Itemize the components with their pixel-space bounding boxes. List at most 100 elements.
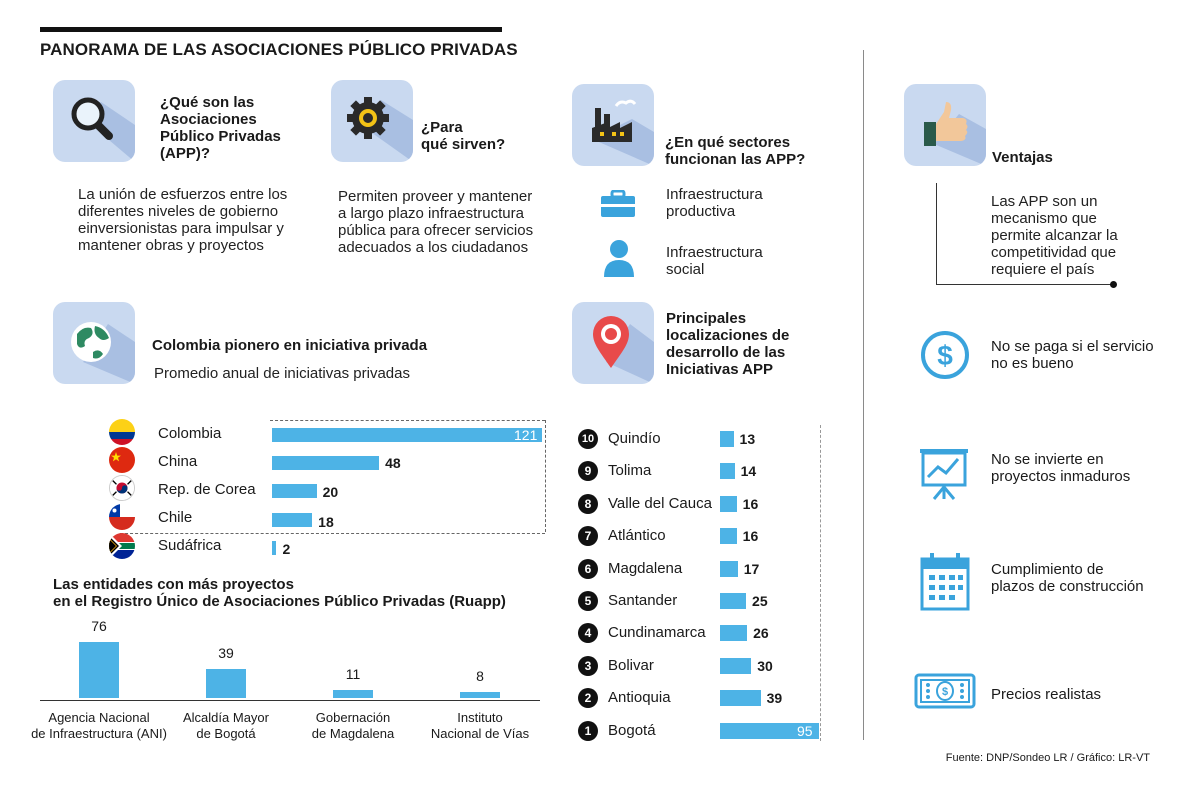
country-bar xyxy=(272,428,542,442)
country-label: China xyxy=(158,453,198,470)
ventaja-item-3: Cumplimiento de plazos de construcción xyxy=(991,561,1144,595)
entity-value: 76 xyxy=(91,618,107,634)
presentation-chart-icon xyxy=(918,445,970,506)
globe-icon xyxy=(53,302,135,384)
region-value: 26 xyxy=(753,625,769,642)
country-label: Rep. de Corea xyxy=(158,481,256,498)
country-value: 18 xyxy=(318,514,334,530)
countries-bottom-dashed-line xyxy=(120,533,545,534)
country-bar xyxy=(272,456,380,470)
rank-badge: 5 xyxy=(578,591,598,611)
entity-label: Gobernación de Magdalena xyxy=(311,710,395,741)
rank-badge: 6 xyxy=(578,558,598,579)
entities-baseline xyxy=(40,700,540,701)
region-value: 25 xyxy=(752,593,768,609)
country-bar xyxy=(272,484,317,498)
region-label: Tolima xyxy=(608,462,652,480)
entity-bar xyxy=(206,669,246,698)
sector-item-productiva: Infraestructura productiva xyxy=(666,186,763,220)
region-value: 14 xyxy=(740,463,757,480)
magnifier-icon xyxy=(53,80,135,162)
briefcase-icon xyxy=(600,189,636,223)
entity-bar xyxy=(460,692,500,698)
flag-korea-icon xyxy=(109,475,135,501)
source-credit: Fuente: DNP/Sondeo LR / Gráfico: LR-VT xyxy=(945,752,1150,764)
rank-badge: 3 xyxy=(578,655,598,676)
person-icon xyxy=(603,239,635,282)
localizaciones-heading: Principales localizaciones de desarrollo… xyxy=(666,310,790,378)
entities-heading: Las entidades con más proyectos en el Re… xyxy=(53,576,506,610)
para-sirven-heading: ¿Para qué sirven? xyxy=(421,119,506,153)
region-label: Bogotá xyxy=(608,721,656,739)
ventajas-bracket-horizontal xyxy=(936,284,1113,285)
que-son-heading: ¿Qué son las Asociaciones Público Privad… xyxy=(160,94,281,162)
country-bar xyxy=(272,541,277,555)
thumbs-up-icon xyxy=(904,84,986,166)
svg-text:$: $ xyxy=(937,340,953,371)
region-value: 30 xyxy=(757,657,773,674)
region-label: Bolivar xyxy=(608,656,654,674)
region-value: 13 xyxy=(739,431,756,447)
region-value: 17 xyxy=(743,560,760,577)
rank-badge: 2 xyxy=(578,688,598,709)
rank-badge: 7 xyxy=(578,526,598,547)
dollar-icon: $ xyxy=(920,330,970,385)
region-label: Valle del Cauca xyxy=(608,494,712,512)
rank-badge: 4 xyxy=(578,623,598,644)
regions-right-guide xyxy=(820,425,821,741)
region-bar xyxy=(720,463,735,480)
ventajas-body: Las APP son un mecanismo que permite alc… xyxy=(991,193,1118,278)
banknote-icon: $ xyxy=(914,673,976,714)
region-label: Antioquia xyxy=(608,689,671,707)
region-bar xyxy=(720,593,747,609)
region-bar xyxy=(720,625,748,642)
sectores-heading: ¿En qué sectores funcionan las APP? xyxy=(665,134,806,168)
country-value: 20 xyxy=(322,484,339,500)
region-label: Quindío xyxy=(608,430,661,447)
country-value: 48 xyxy=(385,455,401,471)
country-value: 121 xyxy=(514,427,538,443)
rank-badge: 9 xyxy=(578,461,598,482)
flag-chile-icon xyxy=(109,504,135,530)
region-value: 16 xyxy=(742,495,759,512)
country-bar xyxy=(272,513,313,527)
region-bar xyxy=(720,722,819,739)
country-label: Chile xyxy=(158,509,193,526)
region-label: Cundinamarca xyxy=(608,624,706,642)
rank-badge: 10 xyxy=(578,429,598,449)
region-bar xyxy=(720,690,761,707)
countries-right-dashed-line xyxy=(545,420,546,532)
entity-value: 39 xyxy=(218,645,234,662)
gear-icon xyxy=(331,80,413,162)
sector-item-social: Infraestructura social xyxy=(666,244,763,278)
svg-text:$: $ xyxy=(942,686,948,698)
ventaja-item-4: Precios realistas xyxy=(991,686,1102,703)
region-bar xyxy=(720,560,738,577)
flag-china-icon xyxy=(109,447,135,473)
country-label: Colombia xyxy=(158,425,222,442)
region-bar xyxy=(720,528,737,545)
ventaja-item-1: No se paga si el servicio no es bueno xyxy=(991,338,1154,372)
ventajas-bracket-vertical xyxy=(936,183,937,285)
map-pin-icon xyxy=(572,302,654,384)
pionero-subheading: Promedio anual de iniciativas privadas xyxy=(154,365,410,382)
rank-badge: 1 xyxy=(578,720,598,741)
region-value: 39 xyxy=(766,690,783,707)
que-son-body: La unión de esfuerzos entre los diferent… xyxy=(78,186,288,254)
rank-badge: 8 xyxy=(578,493,598,514)
column-divider xyxy=(863,50,864,740)
title-rule xyxy=(40,27,502,32)
countries-top-dashed-line xyxy=(270,420,545,421)
entity-label: Agencia Nacional de Infraestructura (ANI) xyxy=(31,710,167,741)
entity-bar xyxy=(79,642,119,698)
region-label: Atlántico xyxy=(608,527,666,545)
flag-colombia-icon xyxy=(109,419,135,445)
region-bar xyxy=(720,657,752,674)
country-value: 2 xyxy=(282,541,291,557)
ventajas-heading: Ventajas xyxy=(992,149,1053,166)
entity-label: Alcaldía Mayor de Bogotá xyxy=(183,710,269,741)
page-title: PANORAMA DE LAS ASOCIACIONES PÚBLICO PRI… xyxy=(40,40,518,59)
entity-label: Instituto Nacional de Vías xyxy=(430,710,530,741)
entity-value: 11 xyxy=(345,665,361,682)
entity-bar xyxy=(333,689,373,698)
